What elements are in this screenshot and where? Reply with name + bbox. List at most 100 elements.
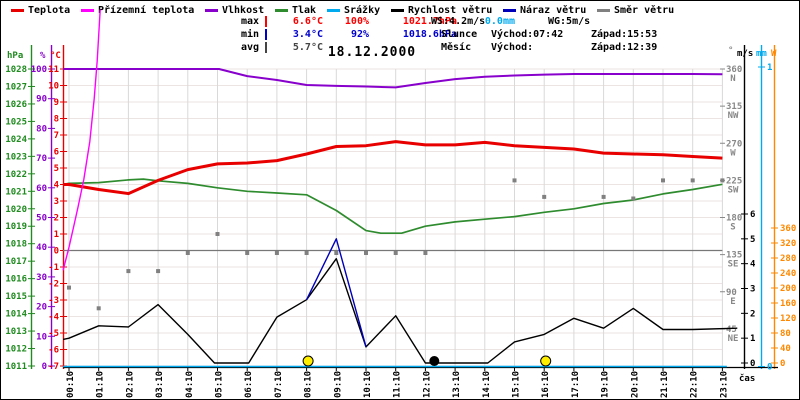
deg-tick-label: 90 bbox=[726, 288, 737, 298]
max-row-bar bbox=[265, 16, 267, 27]
hpa-tick-label: 1022 bbox=[5, 170, 27, 180]
wind-direction-point bbox=[512, 178, 517, 183]
x-tick-label: 01:10 bbox=[96, 371, 106, 398]
wind-direction-point bbox=[245, 251, 250, 255]
c-tick-label: 0 bbox=[54, 247, 59, 257]
legend-label: Náraz větru bbox=[520, 4, 587, 16]
series-tlak bbox=[62, 178, 723, 235]
w-tick-label: 40 bbox=[780, 344, 791, 354]
wind-direction-point bbox=[156, 269, 161, 274]
c-tick-label: 10 bbox=[48, 82, 59, 92]
x-tick-label: 12:10 bbox=[422, 371, 432, 398]
wind-direction-point bbox=[601, 194, 606, 199]
avg-row-bar bbox=[265, 42, 267, 53]
wind-direction-point bbox=[690, 178, 695, 183]
teplota-color-dash bbox=[11, 8, 24, 12]
wind-direction-point bbox=[274, 251, 279, 255]
hpa-tick-label: 1028 bbox=[5, 65, 27, 75]
deg-tick-label: 135 bbox=[726, 251, 742, 261]
w-tick-label: 200 bbox=[780, 284, 796, 294]
hpa-tick-label: 1027 bbox=[5, 82, 27, 92]
x-tick-label: 21:10 bbox=[660, 371, 670, 398]
pct-tick-label: 100 bbox=[31, 65, 47, 75]
compass-label: NE bbox=[728, 334, 739, 344]
hpa-tick-label: 1023 bbox=[5, 152, 27, 162]
x-tick-label: 11:10 bbox=[393, 371, 403, 398]
hpa-tick-label: 1018 bbox=[5, 240, 27, 250]
wind-direction-point bbox=[364, 251, 368, 255]
wind-direction-point bbox=[393, 251, 398, 255]
hpa-tick-label: 1019 bbox=[5, 222, 27, 232]
series-naraz-vetru bbox=[305, 238, 367, 348]
hpa-tick-label: 1026 bbox=[5, 100, 27, 110]
pct-tick-label: 10 bbox=[36, 332, 47, 342]
pct-tick-label: 60 bbox=[36, 184, 47, 194]
legend-item-srazky: Srážky bbox=[327, 4, 380, 16]
legend-label: Rychlost větru bbox=[408, 4, 493, 16]
min-row-bar bbox=[265, 29, 267, 40]
wind-direction-point bbox=[215, 232, 220, 236]
moonset-marker bbox=[429, 356, 440, 366]
x-tick-label: 09:10 bbox=[333, 371, 343, 398]
c-tick-label: 8 bbox=[54, 115, 59, 125]
wind-direction-point bbox=[542, 194, 547, 199]
ms-tick-label: 3 bbox=[750, 285, 755, 295]
wind-direction-point bbox=[334, 251, 339, 255]
x-tick-label: 07:10 bbox=[274, 371, 284, 398]
w-tick-label: 120 bbox=[780, 314, 796, 324]
max-temperature: 6.6°C bbox=[292, 16, 323, 27]
c-tick-label: -5 bbox=[48, 329, 59, 339]
ms-tick-label: 1 bbox=[750, 334, 755, 344]
c-tick-label: 4 bbox=[54, 181, 60, 191]
w-tick-label: 80 bbox=[780, 329, 791, 339]
x-tick-label: 10:10 bbox=[363, 371, 373, 398]
wind-direction-point bbox=[67, 285, 71, 290]
x-tick-label: 19:10 bbox=[601, 371, 611, 398]
stats-row-avg: avg 5.7°C bbox=[241, 41, 515, 54]
w-tick-label: 240 bbox=[780, 269, 796, 279]
smer-vetru-color-dash bbox=[597, 8, 610, 12]
legend-item-tlak: Tlak bbox=[275, 4, 316, 16]
pct-tick-label: 70 bbox=[36, 154, 47, 164]
hpa-tick-label: 1014 bbox=[5, 310, 27, 320]
min-temperature: 3.4°C bbox=[292, 29, 323, 40]
w-tick-label: 280 bbox=[780, 254, 796, 264]
compass-label: W bbox=[730, 148, 736, 158]
pct-tick-label: 0 bbox=[42, 362, 47, 372]
hpa-tick-label: 1017 bbox=[5, 257, 27, 267]
mm-tick-label: 0 bbox=[767, 363, 772, 373]
wind-direction-point bbox=[423, 251, 428, 255]
stats-row-max: max 6.6°C 100% 1021.7hPa 0.0mm bbox=[241, 15, 515, 28]
min-humidity: 92% bbox=[350, 29, 369, 40]
wind-direction-point bbox=[720, 178, 725, 183]
c-tick-label: 7 bbox=[54, 131, 59, 141]
max-humidity: 100% bbox=[344, 16, 369, 27]
hpa-tick-label: 1024 bbox=[5, 135, 27, 145]
hpa-tick-label: 1025 bbox=[5, 117, 27, 127]
legend-label: Tlak bbox=[292, 4, 317, 16]
x-tick-label: 02:10 bbox=[125, 371, 135, 398]
avg-temperature: 5.7°C bbox=[292, 42, 323, 53]
max-precipitation: 0.0mm bbox=[484, 16, 515, 27]
compass-label: NW bbox=[728, 111, 739, 121]
sun-label: Slunce bbox=[441, 29, 478, 40]
moonrise-time: Východ: bbox=[491, 42, 534, 53]
deg-tick-label: 180 bbox=[726, 214, 742, 224]
x-tick-label: 15:10 bbox=[512, 371, 522, 398]
w-tick-label: 160 bbox=[780, 299, 796, 309]
pct-tick-label: 50 bbox=[36, 214, 47, 224]
tlak-color-dash bbox=[275, 8, 288, 12]
avg-label: avg bbox=[241, 42, 260, 53]
ms-tick-label: 4 bbox=[750, 260, 756, 270]
x-tick-label: 13:10 bbox=[452, 371, 462, 398]
deg-tick-label: 45 bbox=[726, 325, 737, 335]
series-teplota bbox=[63, 140, 723, 196]
sunrise-marker bbox=[302, 355, 314, 367]
legend-item-teplota: Teplota bbox=[11, 4, 70, 16]
wind-speed-stat: WS:4.2m/s bbox=[431, 16, 486, 27]
legend-label: Směr větru bbox=[614, 4, 675, 16]
x-tick-label: 04:10 bbox=[185, 371, 195, 398]
sunset-marker bbox=[540, 355, 552, 367]
wind-direction-point bbox=[304, 251, 309, 255]
stats-block: max 6.6°C 100% 1021.7hPa 0.0mm min 3.4°C… bbox=[241, 15, 515, 54]
